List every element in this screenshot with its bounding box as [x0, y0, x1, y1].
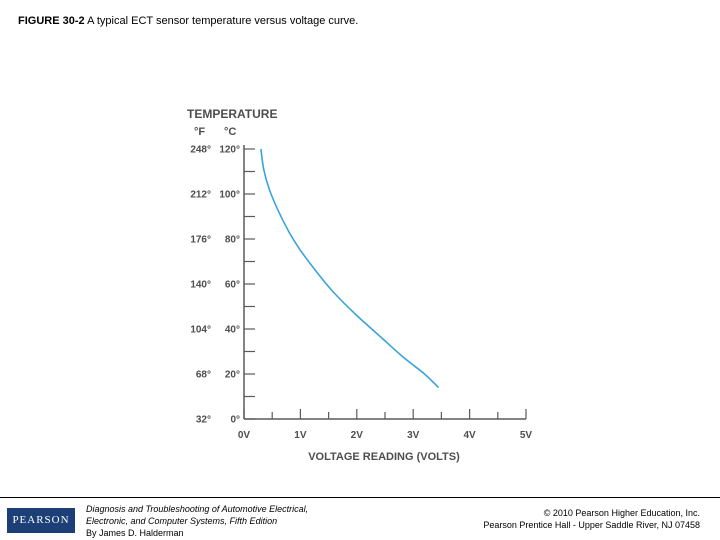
- y-tick-label-celsius: 100°: [219, 190, 240, 201]
- y-axis-title: TEMPERATURE: [187, 107, 277, 121]
- y-tick-label-celsius: 60°: [225, 280, 240, 291]
- y-unit-fahrenheit: °F: [194, 126, 205, 138]
- y-tick-label-celsius: 0°: [230, 415, 240, 426]
- y-tick-label-celsius: 120°: [219, 145, 240, 156]
- x-tick-label: 0V: [238, 430, 251, 441]
- x-tick-label: 1V: [294, 430, 307, 441]
- y-tick-label-fahrenheit: 32°: [196, 415, 211, 426]
- x-tick-label: 2V: [351, 430, 364, 441]
- pearson-logo: PEARSON: [7, 508, 75, 533]
- ect-curve-chart: TEMPERATURE °F °C VOLTAGE READING (VOLTS…: [187, 107, 532, 463]
- copyright-notice: © 2010 Pearson Higher Education, Inc. Pe…: [483, 507, 700, 531]
- temperature-voltage-curve: [260, 148, 440, 389]
- y-tick-label-celsius: 20°: [225, 370, 240, 381]
- y-tick-label-celsius: 40°: [225, 325, 240, 336]
- figure-caption: FIGURE 30-2 A typical ECT sensor tempera…: [18, 15, 358, 27]
- y-tick-label-fahrenheit: 212°: [190, 190, 211, 201]
- y-tick-label-celsius: 80°: [225, 235, 240, 246]
- x-axis-title: VOLTAGE READING (VOLTS): [308, 451, 460, 463]
- y-unit-celsius: °C: [224, 126, 236, 138]
- book-title-line-1: Diagnosis and Troubleshooting of Automot…: [86, 504, 309, 514]
- x-tick-label: 3V: [407, 430, 420, 441]
- copyright-line-2: Pearson Prentice Hall - Upper Saddle Riv…: [483, 520, 700, 530]
- figure-caption-text: A typical ECT sensor temperature versus …: [84, 15, 359, 27]
- book-title-line-2: Electronic, and Computer Systems, Fifth …: [86, 516, 278, 526]
- book-citation: Diagnosis and Troubleshooting of Automot…: [86, 503, 308, 539]
- figure-number: FIGURE 30-2: [18, 15, 85, 27]
- y-tick-label-fahrenheit: 248°: [190, 145, 211, 156]
- axes-group: 248° 120° 212° 100° 176° 80° 140° 60° 104° 40° 68°…: [190, 145, 532, 442]
- y-tick-label-fahrenheit: 140°: [190, 280, 211, 291]
- y-tick-label-fahrenheit: 176°: [190, 235, 211, 246]
- footer-divider: [0, 497, 720, 498]
- x-tick-label: 4V: [463, 430, 476, 441]
- copyright-line-1: © 2010 Pearson Higher Education, Inc.: [543, 508, 700, 518]
- book-author: By James D. Halderman: [86, 528, 184, 538]
- x-tick-label: 5V: [520, 430, 533, 441]
- y-tick-label-fahrenheit: 68°: [196, 370, 211, 381]
- y-tick-label-fahrenheit: 104°: [190, 325, 211, 336]
